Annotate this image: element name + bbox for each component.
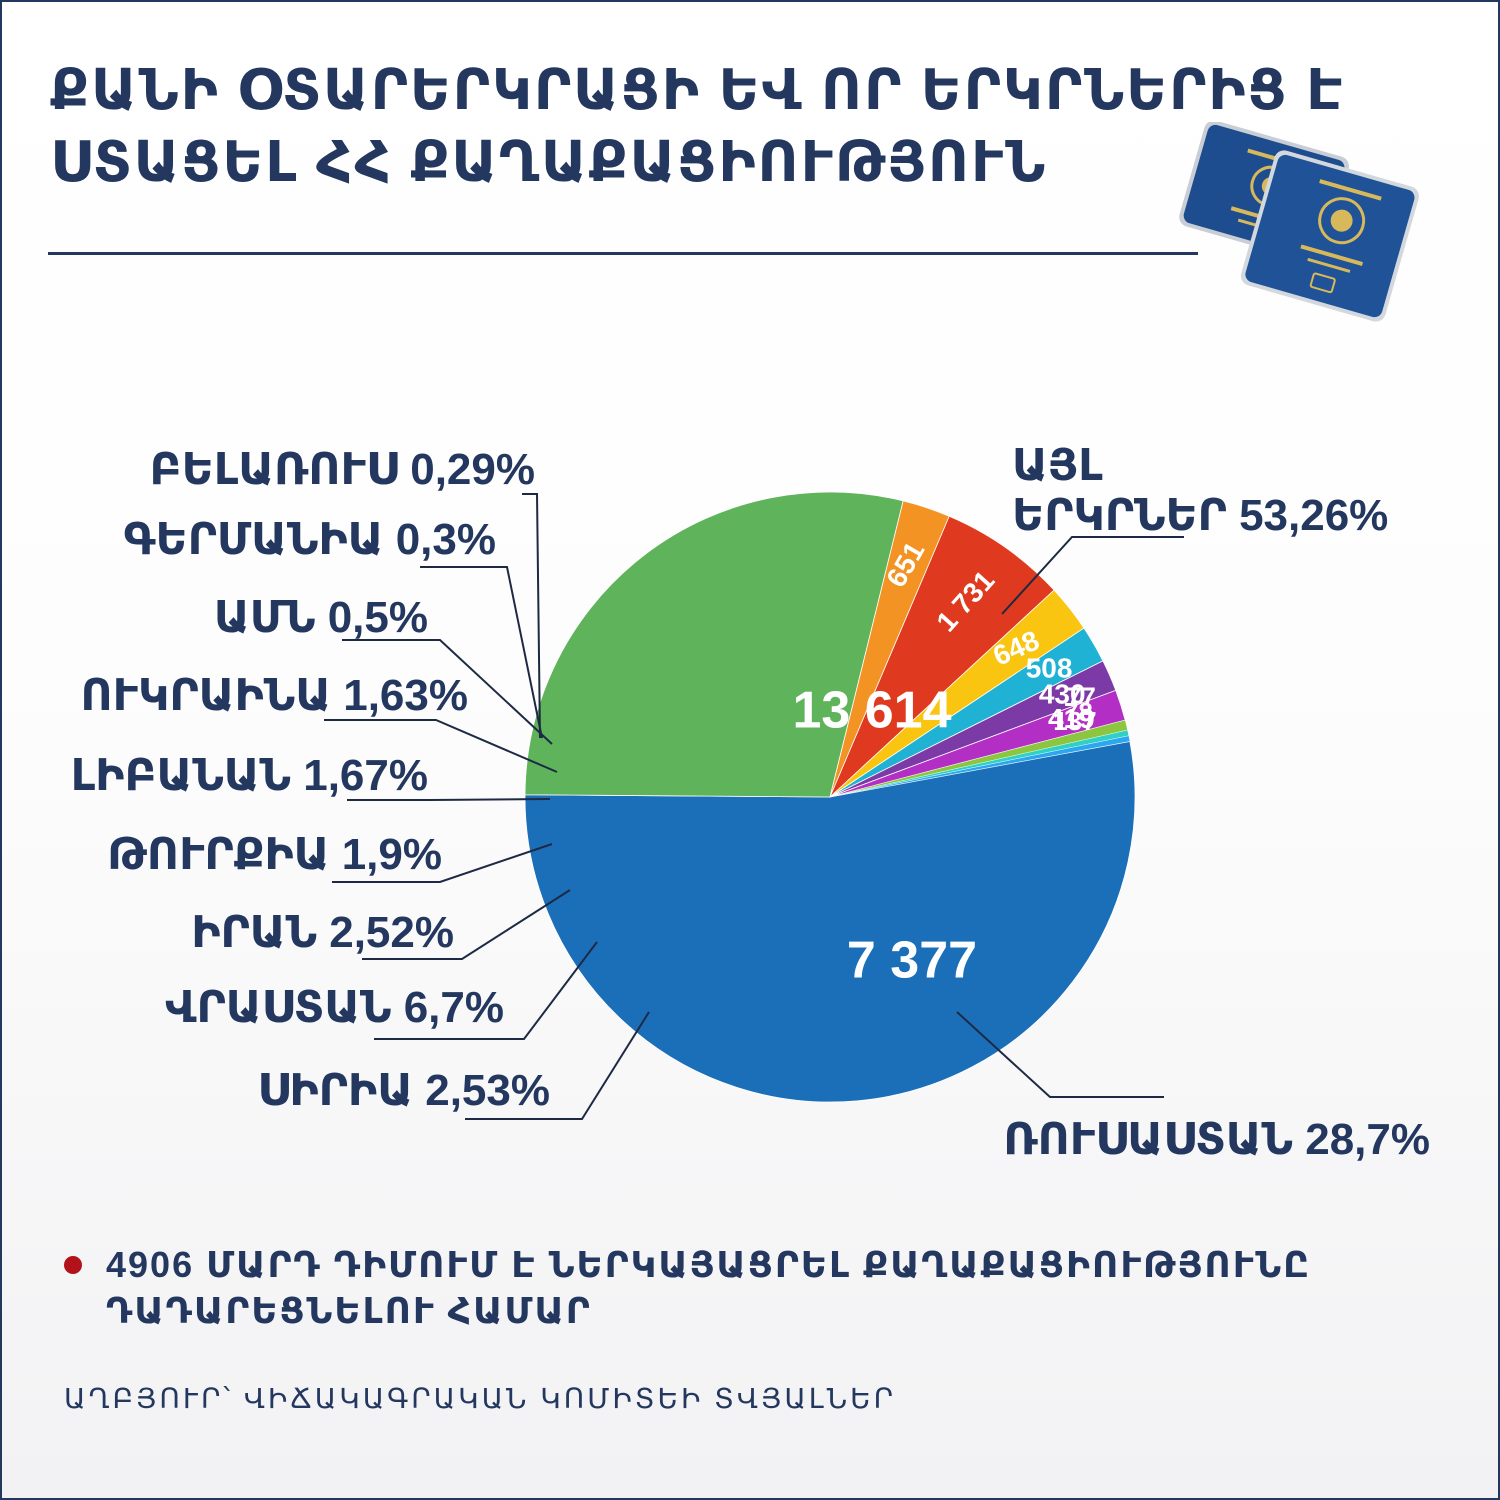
leader-line — [465, 1011, 650, 1120]
slice-value-label: 508 — [1026, 653, 1073, 684]
leader-line — [956, 1011, 1164, 1098]
leader-line — [362, 889, 571, 960]
leader-line — [374, 941, 598, 1040]
leader-line — [332, 843, 553, 883]
passport-illustration — [1179, 122, 1419, 322]
slice-category-label: ԱՅԼ — [1012, 441, 1103, 490]
leader-line — [347, 798, 551, 801]
slice-category-label: ԵՐԿՐՆԵՐ 53,26% — [1012, 491, 1388, 540]
slice-category-label: ՌՈՒՍԱՍՏԱՆ 28,7% — [1003, 1115, 1430, 1164]
pie-slice — [524, 491, 904, 798]
pie-slice — [829, 515, 1055, 798]
leader-line — [420, 566, 543, 739]
leader-line — [342, 639, 553, 745]
slice-category-label: ԻՐԱՆ 2,52% — [191, 908, 454, 957]
title-line-1: ՔԱՆԻ ՕՏԱՐԵՐԿՐԱՑԻ ԵՎ ՈՐ ԵՐԿՐՆԵՐԻՑ Է — [50, 58, 1345, 121]
slice-category-label: ԳԵՐՄԱՆԻԱ 0,3% — [123, 515, 496, 564]
slice-value-label: 13 614 — [792, 682, 951, 740]
slice-category-label: ՍԻՐԻԱ 2,53% — [257, 1066, 550, 1115]
leader-line — [1001, 536, 1184, 615]
page-title: ՔԱՆԻ ՕՏԱՐԵՐԿՐԱՑԻ ԵՎ ՈՐ ԵՐԿՐՆԵՐԻՑ Է ՍՏԱՑԵ… — [50, 54, 1345, 198]
slice-value-label: 137 — [1053, 706, 1096, 736]
leader-lines — [324, 493, 1184, 1120]
bullet-icon — [64, 1256, 82, 1274]
note-text: 4906 ՄԱՐԴ ԴԻՄՈՒՄ Է ՆԵՐԿԱՅԱՑՐԵԼ ՔԱՂԱՔԱՑԻՈ… — [106, 1244, 1312, 1331]
slice-category-label: ԱՄՆ 0,5% — [214, 593, 428, 642]
slice-category-label: ԹՈՒՐՔԻԱ 1,9% — [107, 830, 442, 879]
slice-category-label: ԼԻԲԱՆԱՆ 1,67% — [71, 751, 428, 800]
title-line-2: ՍՏԱՑԵԼ ՀՀ ՔԱՂԱՔԱՑԻՈՒԹՅՈՒՆ — [50, 130, 1048, 193]
pie-slice — [829, 735, 1131, 798]
slice-value-label: 419 — [1048, 703, 1095, 734]
slice-value-label: 78 — [1064, 697, 1093, 727]
renunciation-note: 4906 ՄԱՐԴ ԴԻՄՈՒՄ Է ՆԵՐԿԱՅԱՑՐԵԼ ՔԱՂԱՔԱՑԻՈ… — [64, 1242, 1444, 1334]
pie-slice — [524, 740, 1136, 1103]
slice-category-label: ՎՐԱՍՏԱՆ 6,7% — [165, 983, 504, 1032]
leader-line — [522, 493, 541, 739]
slice-value-label: 7 377 — [847, 932, 977, 990]
title-divider — [48, 252, 1198, 255]
pie-slices — [524, 491, 1136, 1103]
leader-line — [324, 719, 558, 773]
slice-value-label: 77 — [1067, 682, 1096, 712]
slice-value-label: 430 — [1039, 678, 1086, 709]
slice-category-label: ԲԵԼԱՌՈՒՍ 0,29% — [150, 445, 535, 494]
source-caption: ԱՂԲՅՈՒՐ՝ ՎԻՃԱԿԱԳՐԱԿԱՆ ԿՈՄԻՏԵԻ ՏՎՅԱԼՆԵՐ — [64, 1383, 897, 1414]
slice-category-label: ՈՒԿՐԱԻՆԱ 1,63% — [81, 671, 469, 720]
